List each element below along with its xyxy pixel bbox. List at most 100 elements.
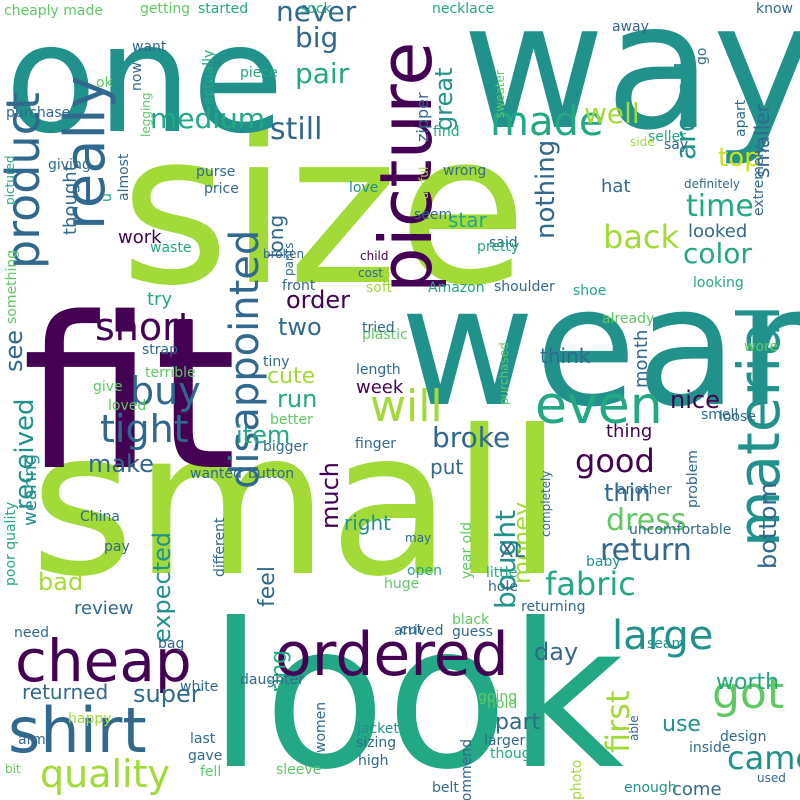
word-part: part [495, 710, 541, 735]
word-hold: hold [487, 696, 518, 712]
word-little: little [486, 565, 518, 581]
word-wrong: wrong [443, 163, 487, 179]
word-medium: medium [150, 102, 266, 135]
word-make: make [88, 450, 154, 478]
word-go: go [694, 47, 710, 65]
word-way: way [462, 0, 800, 169]
word-much: much [316, 462, 344, 529]
word-fell: fell [200, 764, 222, 780]
word-open: open [407, 563, 442, 579]
word-enough: enough [624, 780, 677, 796]
word-two: two [278, 313, 322, 341]
word-length: length [356, 362, 401, 378]
word-ok: ok [96, 75, 113, 91]
word-know: know [756, 1, 793, 17]
word-review: review [74, 598, 134, 619]
word-loved: loved [108, 398, 147, 414]
word-great: great [430, 67, 458, 131]
word-year-old: year old [459, 521, 475, 579]
word-jacket: jacket [357, 721, 399, 737]
word-back: back [603, 218, 680, 256]
word-already: already [602, 311, 655, 327]
word-wanted: wanted [190, 466, 242, 482]
word-quality: quality [40, 752, 170, 796]
word-awful: awful [417, 166, 431, 199]
word-returning: returning [521, 599, 586, 615]
word-price: price [204, 181, 239, 197]
word-small: small [30, 388, 563, 621]
word-plastic: plastic [362, 327, 408, 343]
word-purse: purse [196, 164, 236, 180]
word-broken: broken [263, 247, 305, 261]
word-disappointed: disappointed [222, 229, 268, 489]
word-uncomfortable: uncomfortable [629, 522, 732, 538]
word-expected: expected [148, 531, 176, 643]
word-never: never [276, 0, 357, 28]
word-will: will [370, 381, 443, 432]
word-hole: hole [488, 579, 518, 595]
word-think: think [540, 344, 591, 368]
word-now: now [129, 62, 145, 91]
word-thin: thin [604, 479, 651, 507]
word-pay: pay [104, 539, 130, 555]
word-button: button [248, 466, 295, 482]
word-fabric: fabric [545, 565, 636, 603]
word-say: say [664, 137, 689, 153]
word-large: large [612, 613, 714, 659]
word-recommend: recommend [459, 739, 475, 800]
word-may: may [405, 531, 432, 545]
word-fit: fit [22, 272, 237, 517]
word-use: use [662, 712, 701, 737]
word-cut: cut [400, 622, 423, 638]
word-used: used [757, 771, 786, 785]
word-work: work [118, 227, 162, 248]
word-come: come [672, 779, 722, 800]
word-try: try [147, 289, 173, 310]
word-another: another [617, 482, 672, 498]
word-better: better [270, 412, 313, 428]
word-started: started [198, 1, 249, 17]
word-ordered: ordered [275, 620, 509, 690]
word-find: find [433, 124, 460, 140]
word-going: going [478, 689, 518, 705]
word-return: return [600, 533, 692, 568]
word-different: different [212, 517, 228, 577]
word-purchase: purchase [6, 105, 71, 121]
word-actually: actually [201, 49, 217, 105]
word-seller: seller [648, 129, 687, 145]
word-cost: cost [358, 266, 383, 280]
word-almost: almost [116, 153, 132, 201]
word-looked: looked [688, 221, 748, 242]
word-sweater: sweater [493, 70, 507, 118]
word-sock: sock [300, 1, 332, 17]
word-short: short [95, 305, 193, 349]
word-month: month [631, 329, 652, 388]
word-huge: huge [384, 576, 420, 592]
word-arrived: arrived [394, 623, 444, 639]
word-got: got [712, 668, 785, 719]
word-bottom: bottom [754, 482, 782, 569]
word-order: order [286, 286, 350, 314]
word-xl: XL [500, 538, 525, 562]
word-run: run [277, 385, 318, 413]
word-wore: wore [744, 339, 779, 355]
word-problem: problem [685, 450, 701, 508]
word-u: u [99, 193, 115, 202]
word-wear: wear [400, 251, 800, 443]
word-able: able [627, 715, 641, 741]
word-child: child [360, 249, 389, 263]
word-love: love [349, 180, 379, 196]
word-made: made [490, 99, 604, 145]
word-white: white [180, 679, 219, 695]
word-purchased: purchased [497, 342, 511, 405]
word-cheaply-made: cheaply made [4, 3, 103, 19]
word-strap: strap [142, 342, 179, 358]
word-color: color [683, 237, 752, 270]
word-happy: happy [68, 711, 112, 727]
word-extremely: extremely [751, 145, 767, 216]
word-tight: tight [100, 407, 189, 451]
word-shirt: shirt [8, 694, 147, 767]
word-said: said [489, 235, 518, 251]
word-poor-quality: poor quality [3, 501, 19, 586]
